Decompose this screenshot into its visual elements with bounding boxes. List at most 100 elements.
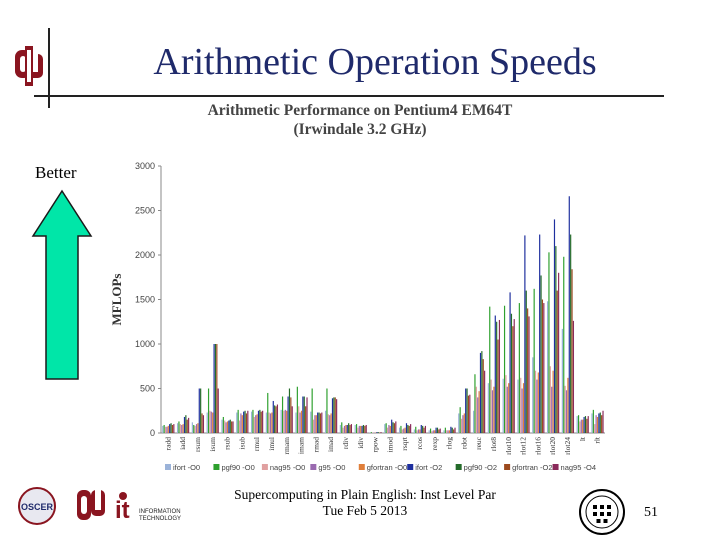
bar xyxy=(508,383,510,433)
bar xyxy=(314,415,316,433)
bar xyxy=(312,419,315,433)
bar xyxy=(284,409,286,433)
bar xyxy=(401,429,403,433)
logo-strip: OSCER it INFORMATION TECHNOLOGY xyxy=(18,487,181,525)
bar xyxy=(556,290,558,433)
bar xyxy=(202,415,205,433)
bar xyxy=(327,414,329,433)
bar xyxy=(250,411,253,433)
bar xyxy=(510,313,513,433)
legend-swatch xyxy=(455,464,462,470)
bar xyxy=(257,410,260,433)
bar xyxy=(342,427,344,433)
bar xyxy=(386,427,389,433)
x-tick-label: isub xyxy=(237,437,246,450)
bar xyxy=(540,275,542,433)
bar xyxy=(408,425,410,433)
bar xyxy=(275,406,277,433)
bar xyxy=(447,430,449,433)
bar xyxy=(181,424,183,433)
bar xyxy=(463,413,465,433)
bar xyxy=(341,422,343,433)
bar xyxy=(238,420,241,433)
bar xyxy=(494,315,496,433)
bar xyxy=(171,424,174,433)
bar xyxy=(502,378,504,433)
y-tick-label: 2500 xyxy=(135,206,155,216)
bar xyxy=(252,409,254,433)
bar xyxy=(194,425,196,433)
bar xyxy=(599,412,601,433)
x-tick-label: rlot24 xyxy=(563,437,572,455)
bar xyxy=(497,339,499,433)
bar xyxy=(536,379,538,433)
bar xyxy=(358,425,360,433)
bar xyxy=(444,427,446,433)
bar xyxy=(517,379,519,433)
bar xyxy=(167,425,169,433)
bar xyxy=(265,412,267,433)
bar xyxy=(286,410,288,433)
bar xyxy=(299,412,301,433)
bar xyxy=(493,386,495,433)
bar xyxy=(321,412,323,433)
y-tick-label: 500 xyxy=(140,384,155,394)
x-tick-label: lt xyxy=(578,436,587,441)
x-tick-label: rmul xyxy=(252,437,261,451)
bar xyxy=(191,422,193,433)
bar xyxy=(417,429,420,433)
bar xyxy=(256,414,258,433)
bar xyxy=(405,423,408,433)
footer-line1: Supercomputing in Plain English: Inst Le… xyxy=(234,487,496,502)
bar xyxy=(377,432,379,433)
bar xyxy=(216,344,218,433)
bar xyxy=(389,425,391,433)
bar xyxy=(217,388,219,433)
bar xyxy=(564,385,566,433)
title-horizontal-rule xyxy=(34,95,664,97)
bar xyxy=(213,344,215,433)
bar xyxy=(343,425,346,433)
bar xyxy=(424,425,427,433)
bar xyxy=(528,316,530,433)
bar xyxy=(436,427,439,433)
up-arrow-icon xyxy=(31,189,93,380)
bar xyxy=(384,424,386,433)
legend-label: gfortran -O0 xyxy=(367,463,407,472)
bar xyxy=(596,416,599,433)
it-logo-icon: it INFORMATION TECHNOLOGY xyxy=(115,492,181,524)
bar xyxy=(533,288,535,433)
it-logo-text: it xyxy=(115,497,130,524)
bar xyxy=(326,388,328,433)
legend-label: nag95 -O4 xyxy=(561,463,596,472)
bar xyxy=(487,383,489,433)
bar xyxy=(260,411,262,433)
x-tick-label: rdiv xyxy=(341,437,350,449)
bar xyxy=(491,390,494,433)
bar xyxy=(346,424,348,433)
bar xyxy=(572,320,575,433)
bar xyxy=(319,413,322,433)
bar xyxy=(548,252,550,433)
bar xyxy=(594,424,596,433)
bar xyxy=(179,424,181,433)
x-tick-label: rlot16 xyxy=(533,437,542,455)
bar xyxy=(474,374,476,433)
legend-swatch xyxy=(165,464,171,470)
bar xyxy=(291,406,293,433)
legend-swatch xyxy=(358,464,365,470)
bar xyxy=(225,422,227,433)
bar xyxy=(228,420,230,433)
bar xyxy=(448,430,451,433)
bar xyxy=(583,416,585,433)
bar xyxy=(197,423,199,433)
legend-swatch xyxy=(552,464,559,470)
bar xyxy=(451,427,453,433)
bar xyxy=(303,396,305,433)
x-tick-label: isum xyxy=(208,437,217,452)
bar xyxy=(318,412,320,433)
bar xyxy=(582,419,584,433)
bar xyxy=(527,308,529,433)
x-tick-label: rcos xyxy=(415,437,424,450)
